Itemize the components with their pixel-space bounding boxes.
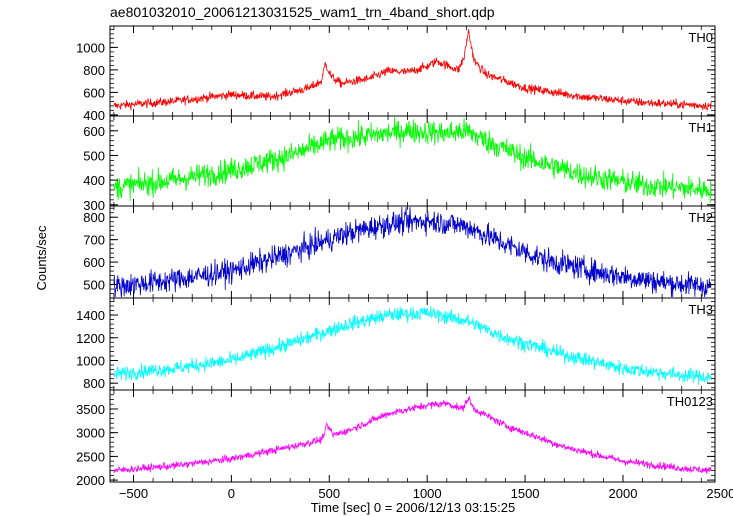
y-tick-label: 3500	[76, 402, 105, 417]
y-tick-label: 1000	[76, 40, 105, 55]
y-tick-label: 600	[83, 255, 105, 270]
y-tick-label: 300	[83, 198, 105, 213]
x-tick-label: 1000	[413, 486, 442, 501]
panel-label-th2: TH2	[688, 210, 713, 225]
series-line-th1	[113, 116, 712, 204]
panel-th0: 400 600 800 1000 TH0	[76, 25, 716, 123]
x-tick-label: 0	[228, 486, 235, 501]
x-tick-label: −500	[119, 486, 148, 501]
panel-label-th0123: TH0123	[667, 394, 713, 409]
y-tick-label: 3000	[76, 426, 105, 441]
panel-th0123: 2000 2500 3000 3500 TH0123	[76, 389, 716, 488]
y-axis-title: Counts/sec	[34, 225, 49, 291]
x-tick-label: 500	[318, 486, 340, 501]
panel-th1: 300 400 500 600 TH1	[83, 115, 716, 213]
y-tick-label: 800	[83, 376, 105, 391]
series-line-th3	[113, 306, 712, 385]
series-line-th0	[113, 29, 712, 111]
panel-th2: 500 600 700 800 TH2	[83, 205, 716, 299]
x-tick-label: 2500	[706, 486, 733, 501]
y-tick-label: 500	[83, 278, 105, 293]
panel-label-th0: TH0	[688, 30, 713, 45]
y-tick-label: 800	[83, 210, 105, 225]
panel-label-th1: TH1	[688, 120, 713, 135]
x-tick-label: 2000	[609, 486, 638, 501]
x-axis-title: Time [sec] 0 = 2006/12/13 03:15:25	[311, 500, 515, 515]
panel-frame	[109, 205, 716, 299]
series-line-th2	[113, 206, 712, 298]
x-tick-label: 1500	[511, 486, 540, 501]
y-tick-label: 2000	[76, 473, 105, 488]
y-tick-label: 600	[83, 85, 105, 100]
y-tick-label: 1200	[76, 331, 105, 346]
panel-label-th3: TH3	[688, 302, 713, 317]
y-tick-label: 2500	[76, 449, 105, 464]
y-tick-label: 1400	[76, 308, 105, 323]
y-tick-label: 1000	[76, 353, 105, 368]
panel-frame	[109, 389, 716, 483]
y-tick-label: 500	[83, 148, 105, 163]
x-axis-ticks: −500 0 500 1000 1500 2000 2500	[119, 486, 733, 501]
y-tick-label: 600	[83, 124, 105, 139]
panel-th3: 800 1000 1200 1400 TH3	[76, 297, 716, 391]
y-tick-label: 400	[83, 173, 105, 188]
series-line-th0123	[113, 396, 712, 474]
chart-title: ae801032010_20061213031525_wam1_trn_4ban…	[110, 4, 495, 20]
y-tick-label: 400	[83, 108, 105, 123]
y-tick-label: 700	[83, 233, 105, 248]
y-tick-label: 800	[83, 63, 105, 78]
